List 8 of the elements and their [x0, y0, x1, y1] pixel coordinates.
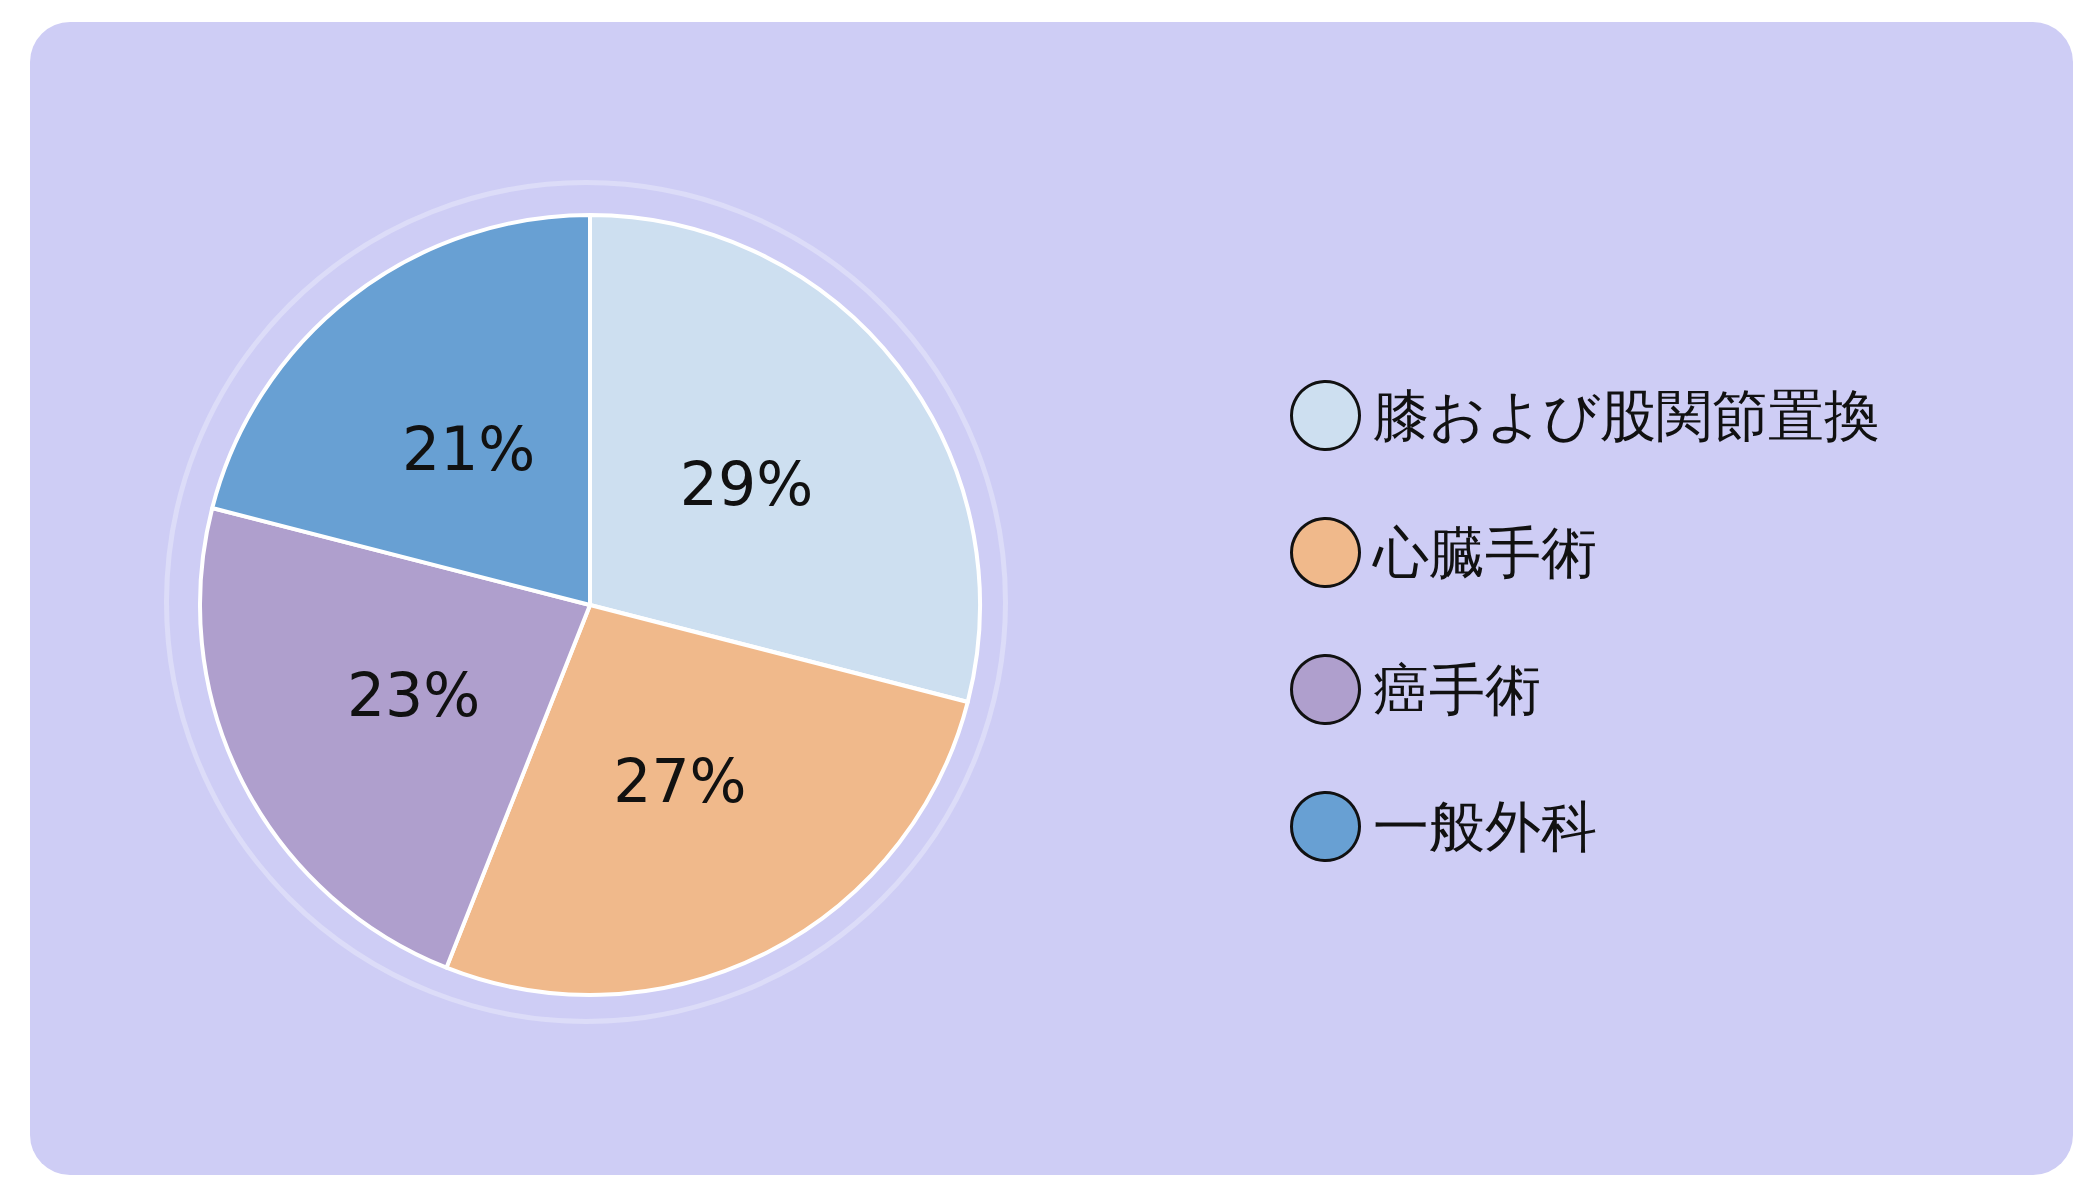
legend-label: 膝および股関節置換 [1372, 383, 1880, 448]
legend-label: 心臓手術 [1371, 520, 1597, 585]
data-label: 29% [679, 448, 814, 519]
data-label: 23% [346, 659, 481, 730]
data-label: 21% [401, 413, 536, 484]
data-label: 27% [613, 746, 747, 817]
legend-label: 癌手術 [1372, 657, 1541, 722]
legend-label: 一般外科 [1372, 794, 1597, 859]
